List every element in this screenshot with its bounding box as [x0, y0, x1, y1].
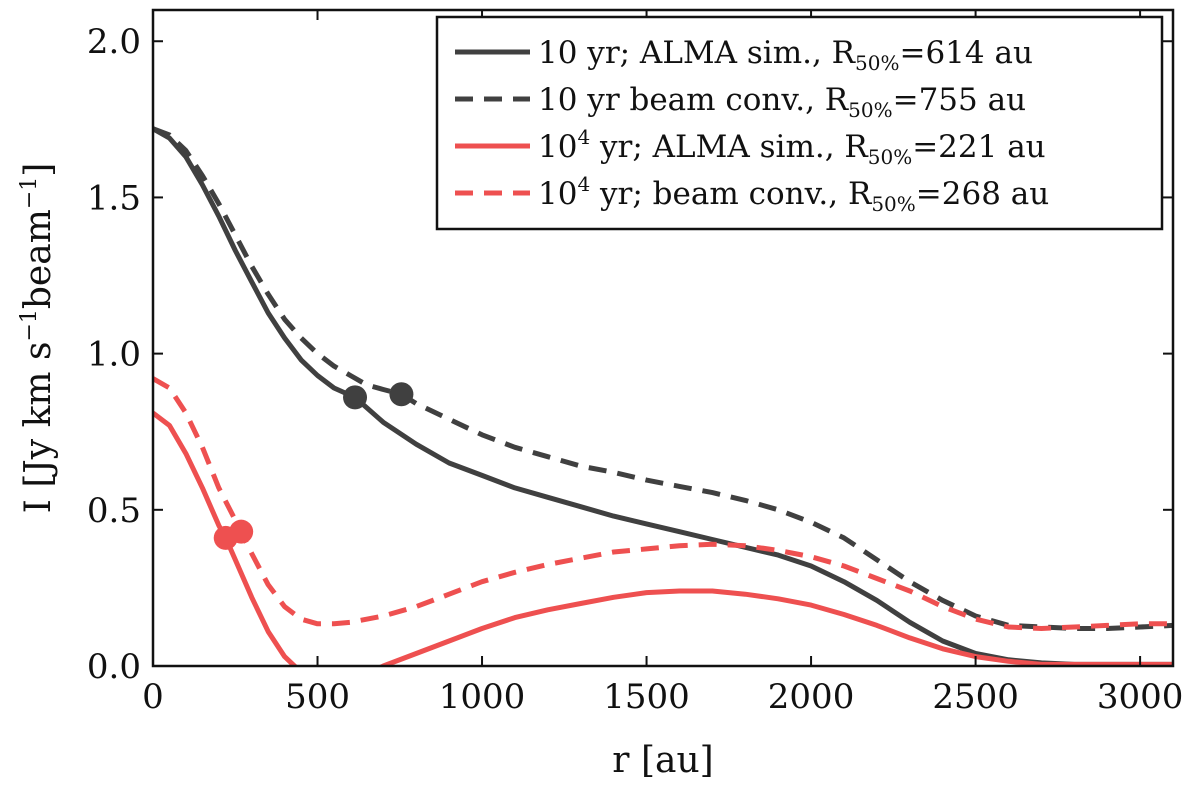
legend-box	[435, 15, 1164, 231]
marker-group	[213, 382, 414, 550]
x-tick-label: 1000	[439, 677, 526, 717]
legend-sub: 50%	[868, 145, 912, 169]
legend-text: yr; ALMA sim., R	[590, 129, 869, 165]
y-axis-label-mid: beam	[18, 209, 59, 309]
x-tick-label: 500	[285, 677, 350, 717]
y-axis-label-main: I [Jy km s	[18, 342, 59, 514]
series-line-1	[153, 126, 1173, 666]
legend-text: yr; beam conv., R	[590, 176, 873, 212]
r50-marker-2	[389, 382, 414, 407]
plot-frame	[151, 8, 1175, 668]
r50-marker-4	[229, 519, 254, 544]
legend-label-3: 104 yr; ALMA sim., R50%=221 au	[538, 125, 1046, 169]
legend-label-1: 10 yr; ALMA sim., R50%=614 au	[538, 35, 1033, 75]
y-tick-label: 1.0	[87, 335, 141, 375]
legend-sup: 4	[577, 172, 590, 196]
y-axis-label-exp2: −1	[17, 177, 42, 209]
x-tick-label: 0	[142, 677, 164, 717]
legend-label-2: 10 yr beam conv., R50%=755 au	[538, 82, 1026, 122]
axes-group	[151, 8, 1175, 668]
legend-text: 10	[538, 129, 577, 165]
y-tick-label: 2.0	[87, 22, 141, 62]
y-axis-label-exp1: −1	[17, 309, 42, 341]
x-tick-label: 3000	[1097, 677, 1184, 717]
series-line-2	[153, 126, 1173, 631]
legend-text: 10 yr; ALMA sim., R	[538, 35, 857, 71]
legend-sub: 50%	[855, 51, 899, 75]
series-line-4	[153, 376, 1173, 631]
legend-text: =268 au	[916, 176, 1049, 212]
x-tick-label: 1500	[603, 677, 690, 717]
legend-sup: 4	[577, 125, 590, 149]
series-group	[153, 126, 1173, 666]
legend-text: =614 au	[899, 35, 1032, 71]
x-axis-label: r [au]	[612, 740, 713, 781]
x-tick-label: 2000	[768, 677, 855, 717]
legend-text: =755 au	[893, 82, 1026, 118]
legend-label-4: 104 yr; beam conv., R50%=268 au	[538, 172, 1049, 216]
y-tick-label: 1.5	[87, 178, 141, 218]
y-tick-label: 0.5	[87, 491, 141, 531]
y-tick-label: 0.0	[87, 647, 141, 687]
y-axis-label-close: ]	[18, 163, 59, 177]
legend-text: =221 au	[912, 129, 1045, 165]
legend-text: 10 yr beam conv., R	[538, 82, 850, 118]
r50-marker-1	[343, 385, 368, 410]
ticks-group: 0 500 1000 1500 2000 2500 3000 0.0 0.5 1.0 1.5 2.0	[87, 10, 1183, 717]
x-tick-label: 2500	[932, 677, 1019, 717]
legend-text: 10	[538, 176, 577, 212]
legend-sub: 50%	[848, 98, 892, 122]
y-axis-label: I [Jy km s−1beam−1]	[17, 163, 59, 514]
legend-sub: 50%	[871, 192, 915, 216]
series-line-3	[153, 411, 1173, 666]
